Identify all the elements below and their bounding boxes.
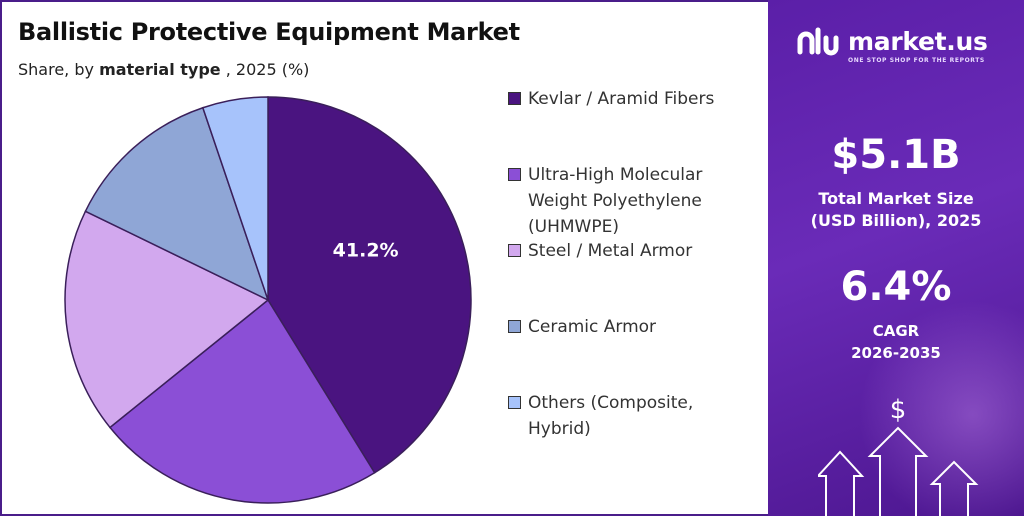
market-size-label-line1: Total Market Size xyxy=(818,189,974,208)
subtitle-prefix: Share, by xyxy=(18,60,100,79)
legend-item: Others (Composite, Hybrid) xyxy=(508,390,748,442)
legend-label: Ceramic Armor xyxy=(528,317,657,337)
pie-slice-1 xyxy=(108,298,376,504)
legend-swatch xyxy=(508,92,521,105)
subtitle-suffix: , 2025 (%) xyxy=(220,60,310,79)
dollar-icon: $ xyxy=(890,395,907,425)
pie-slice-2 xyxy=(64,210,270,429)
cagr-value: 6.4% xyxy=(840,264,952,310)
brand-logo: market.us xyxy=(796,26,988,56)
legend-swatch xyxy=(508,320,521,333)
market-size-value: $5.1B xyxy=(831,132,961,178)
legend-label: Others (Composite, Hybrid) xyxy=(528,393,694,439)
pie-slice-0 xyxy=(267,96,472,474)
legend-item: Kevlar / Aramid Fibers xyxy=(508,86,748,112)
chart-subtitle: Share, by material type , 2025 (%) xyxy=(18,60,309,79)
legend-swatch xyxy=(508,168,521,181)
brand-name: market.us xyxy=(848,26,988,56)
legend-item: Ceramic Armor xyxy=(508,314,748,340)
legend-item: Ultra-High Molecular Weight Polyethylene… xyxy=(508,162,748,240)
market-us-logo-icon xyxy=(797,27,839,56)
growth-arrows-icon: $ xyxy=(818,395,979,516)
legend-item: Steel / Metal Armor xyxy=(508,238,748,264)
market-size-label-line2: (USD Billion), 2025 xyxy=(810,211,982,230)
legend-label: Kevlar / Aramid Fibers xyxy=(528,89,715,109)
chart-title: Ballistic Protective Equipment Market xyxy=(18,18,520,46)
legend-label: Steel / Metal Armor xyxy=(528,241,693,261)
legend-swatch xyxy=(508,396,521,409)
pie-chart: 41.2% xyxy=(64,96,472,504)
sidebar-panel: market.us ONE STOP SHOP FOR THE REPORTS … xyxy=(768,0,1024,516)
subtitle-strong: material type xyxy=(99,60,221,79)
cagr-period: 2026-2035 xyxy=(851,344,941,362)
pie-slice-3 xyxy=(84,106,270,302)
pie-slice-4 xyxy=(201,96,269,301)
legend-swatch xyxy=(508,244,521,257)
legend-label: Ultra-High Molecular Weight Polyethylene… xyxy=(528,165,703,237)
brand-tagline: ONE STOP SHOP FOR THE REPORTS xyxy=(848,57,985,64)
cagr-label: CAGR xyxy=(872,322,920,340)
pie-slice-label-0: 41.2% xyxy=(333,239,399,261)
